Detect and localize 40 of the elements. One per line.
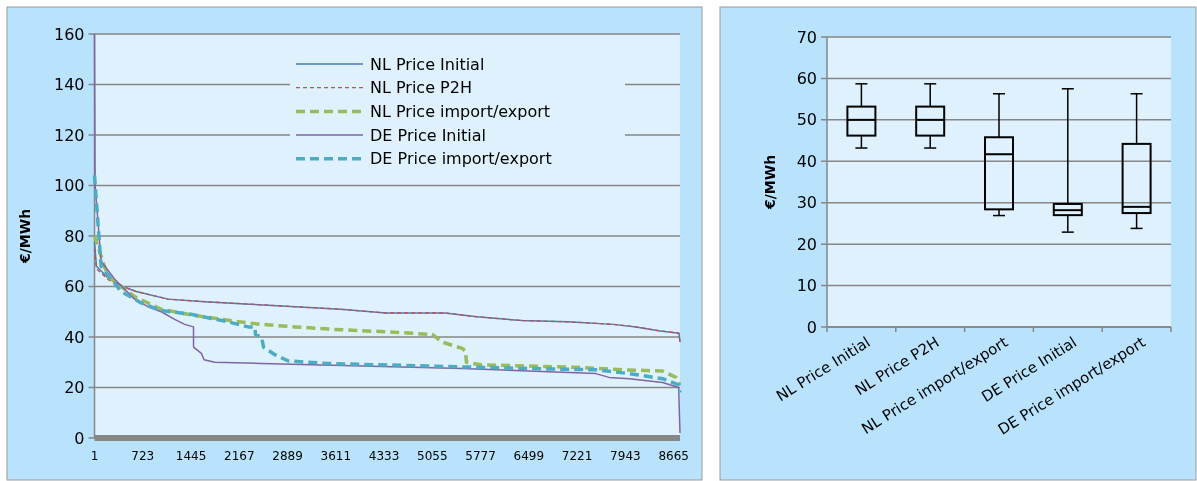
line-series [93, 33, 681, 434]
y-tick-label: 40 [796, 151, 817, 171]
x-tick-label: 5055 [417, 449, 448, 463]
y-tick-label: 60 [64, 277, 85, 297]
x-tick-label: 4333 [368, 449, 400, 463]
y-tick-label: 60 [796, 69, 817, 89]
y-tick-label: 50 [796, 110, 817, 130]
x-tick-label: 6499 [513, 449, 545, 463]
y-tick-label: 70 [796, 27, 817, 47]
x-tick-label: 2889 [272, 449, 303, 463]
y-tick-label: 20 [64, 378, 85, 398]
y-tick-label: 160 [53, 24, 85, 44]
y-tick-label: 0 [74, 428, 85, 448]
y-tick-label: 140 [53, 75, 85, 95]
y-tick-label: 40 [64, 327, 85, 347]
y-tick-label: 30 [796, 193, 817, 213]
y-axis-title: €/MWh [17, 208, 33, 265]
x-tick-label: 7943 [610, 449, 641, 463]
y-tick-label: 0 [806, 317, 817, 337]
legend-label: NL Price Initial [370, 54, 485, 74]
line-series [92, 173, 682, 395]
y-tick-label: 100 [53, 176, 85, 196]
x-tick-label: 8665 [658, 449, 689, 463]
x-tick-label: 1 [90, 449, 99, 463]
y-axis-title: €/MWh [762, 154, 778, 211]
legend-label: NL Price import/export [370, 102, 551, 121]
legend-label: DE Price Initial [370, 125, 486, 145]
y-tick-label: 10 [796, 276, 817, 296]
legend-label: DE Price import/export [370, 149, 552, 169]
y-tick-label: 80 [64, 226, 85, 246]
x-tick-label: 7221 [561, 449, 593, 463]
legend-label: NL Price P2H [370, 78, 472, 98]
x-tick-label: 723 [131, 449, 155, 463]
x-tick-label: 5777 [465, 449, 496, 463]
x-tick-label: 2167 [224, 449, 255, 463]
y-tick-label: 20 [796, 234, 817, 254]
y-tick-label: 120 [53, 125, 85, 145]
x-tick-label: 3611 [320, 449, 352, 463]
line-series [92, 234, 682, 387]
x-tick-label: 1445 [175, 449, 207, 463]
